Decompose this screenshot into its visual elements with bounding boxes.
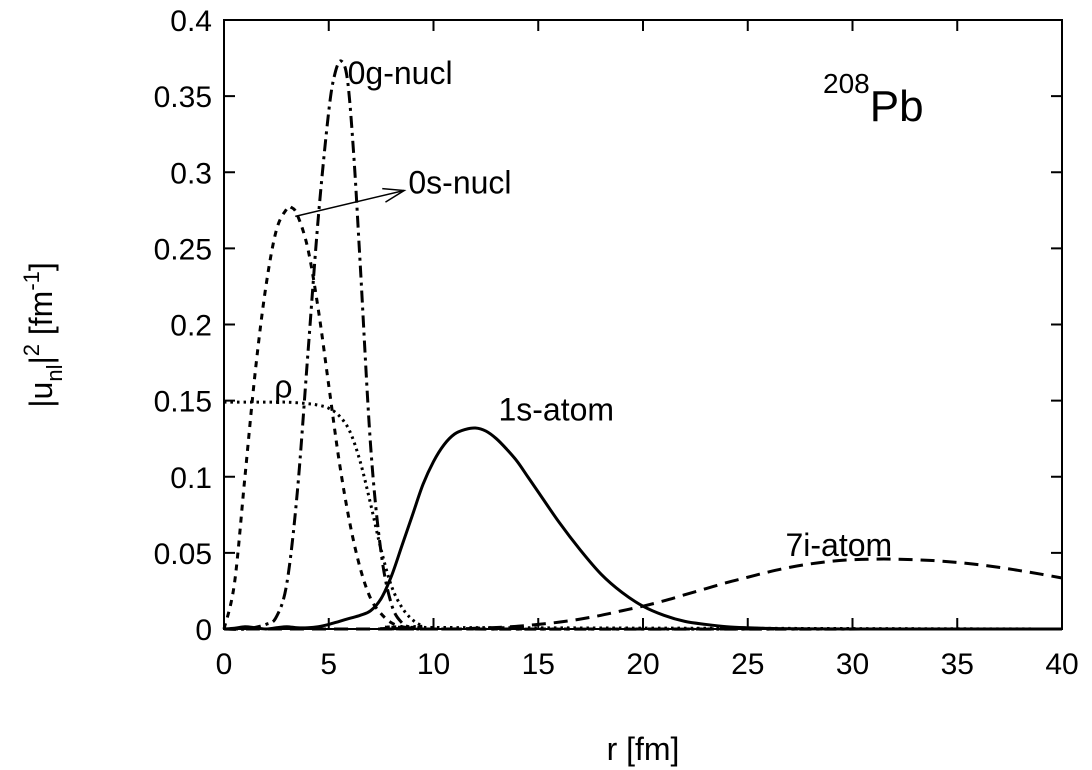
series-line-0s-nucl [222, 204, 1063, 631]
y-tick-label: 0.25 [154, 233, 212, 266]
x-tick-label: 10 [417, 648, 450, 681]
x-tick-label: 25 [731, 648, 764, 681]
y-tick-label: 0 [195, 614, 212, 647]
annotation-rho: ρ [274, 369, 292, 405]
x-tick-label: 35 [941, 648, 974, 681]
y-tick-label: 0.05 [154, 538, 212, 571]
annotation-arrow-line [295, 189, 405, 218]
x-ticks: 0 5 10 15 20 25 30 35 40 [216, 20, 1079, 681]
annotation-7i-atom: 7i-atom [785, 527, 892, 563]
x-tick-label: 20 [626, 648, 659, 681]
x-tick-label: 40 [1045, 648, 1078, 681]
series-line-1s-atom [223, 426, 1063, 631]
y-ticks: 0 0.05 0.1 0.15 0.2 0.25 0.3 0.35 0.4 [154, 5, 1062, 647]
nucleus-label: 208Pb [823, 68, 924, 131]
series-line-0g-nucl [223, 59, 1063, 631]
x-tick-label: 5 [320, 648, 337, 681]
annotations: 0g-nucl 0s-nucl ρ 1s-atom 7i-atom [274, 55, 892, 563]
plot-frame [223, 19, 1063, 630]
series-layer [222, 59, 1063, 631]
x-tick-label: 15 [522, 648, 555, 681]
x-tick-label: 30 [836, 648, 869, 681]
y-tick-label: 0.1 [170, 462, 212, 495]
y-tick-label: 0.2 [170, 310, 212, 343]
annotation-0g-nucl: 0g-nucl [348, 55, 453, 91]
y-tick-label: 0.35 [154, 81, 212, 114]
x-axis-label: r [fm] [607, 731, 680, 767]
annotation-0s-nucl: 0s-nucl [408, 165, 511, 201]
series-line-rho [224, 400, 1063, 631]
y-tick-label: 0.3 [170, 157, 212, 190]
x-tick-label: 0 [216, 648, 233, 681]
annotation-1s-atom: 1s-atom [498, 391, 614, 427]
y-tick-label: 0.15 [154, 386, 212, 419]
y-axis-label: |unl|2 [fm-1] [19, 262, 67, 408]
annotation-arrow-head [382, 187, 407, 203]
y-tick-label: 0.4 [170, 5, 212, 38]
